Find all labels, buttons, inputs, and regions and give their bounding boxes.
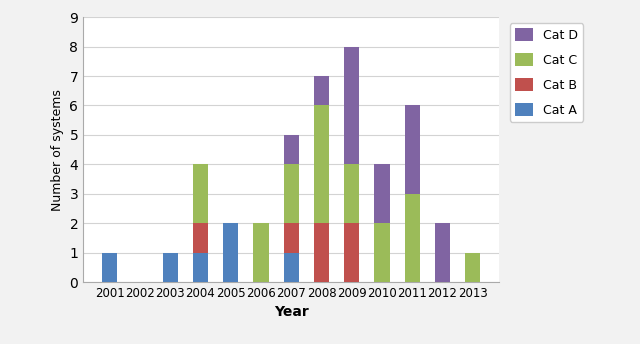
Bar [374,164,390,223]
Bar [344,47,359,164]
Legend: Cat D, Cat C, Cat B, Cat A: Cat D, Cat C, Cat B, Cat A [509,23,584,122]
Bar [193,223,208,252]
Y-axis label: Number of systems: Number of systems [51,89,64,211]
X-axis label: Year: Year [274,305,308,320]
Bar [284,164,299,223]
Bar [314,106,329,223]
Bar [193,252,208,282]
Bar [344,164,359,223]
Bar [314,223,329,282]
Bar [435,223,450,282]
Bar [284,252,299,282]
Bar [253,223,269,282]
Bar [284,135,299,164]
Bar [374,223,390,282]
Bar [404,194,420,282]
Bar [193,164,208,223]
Bar [102,252,117,282]
Bar [314,76,329,106]
Bar [223,223,238,282]
Bar [163,252,178,282]
Bar [284,223,299,252]
Bar [404,106,420,194]
Bar [465,252,480,282]
Bar [344,223,359,282]
